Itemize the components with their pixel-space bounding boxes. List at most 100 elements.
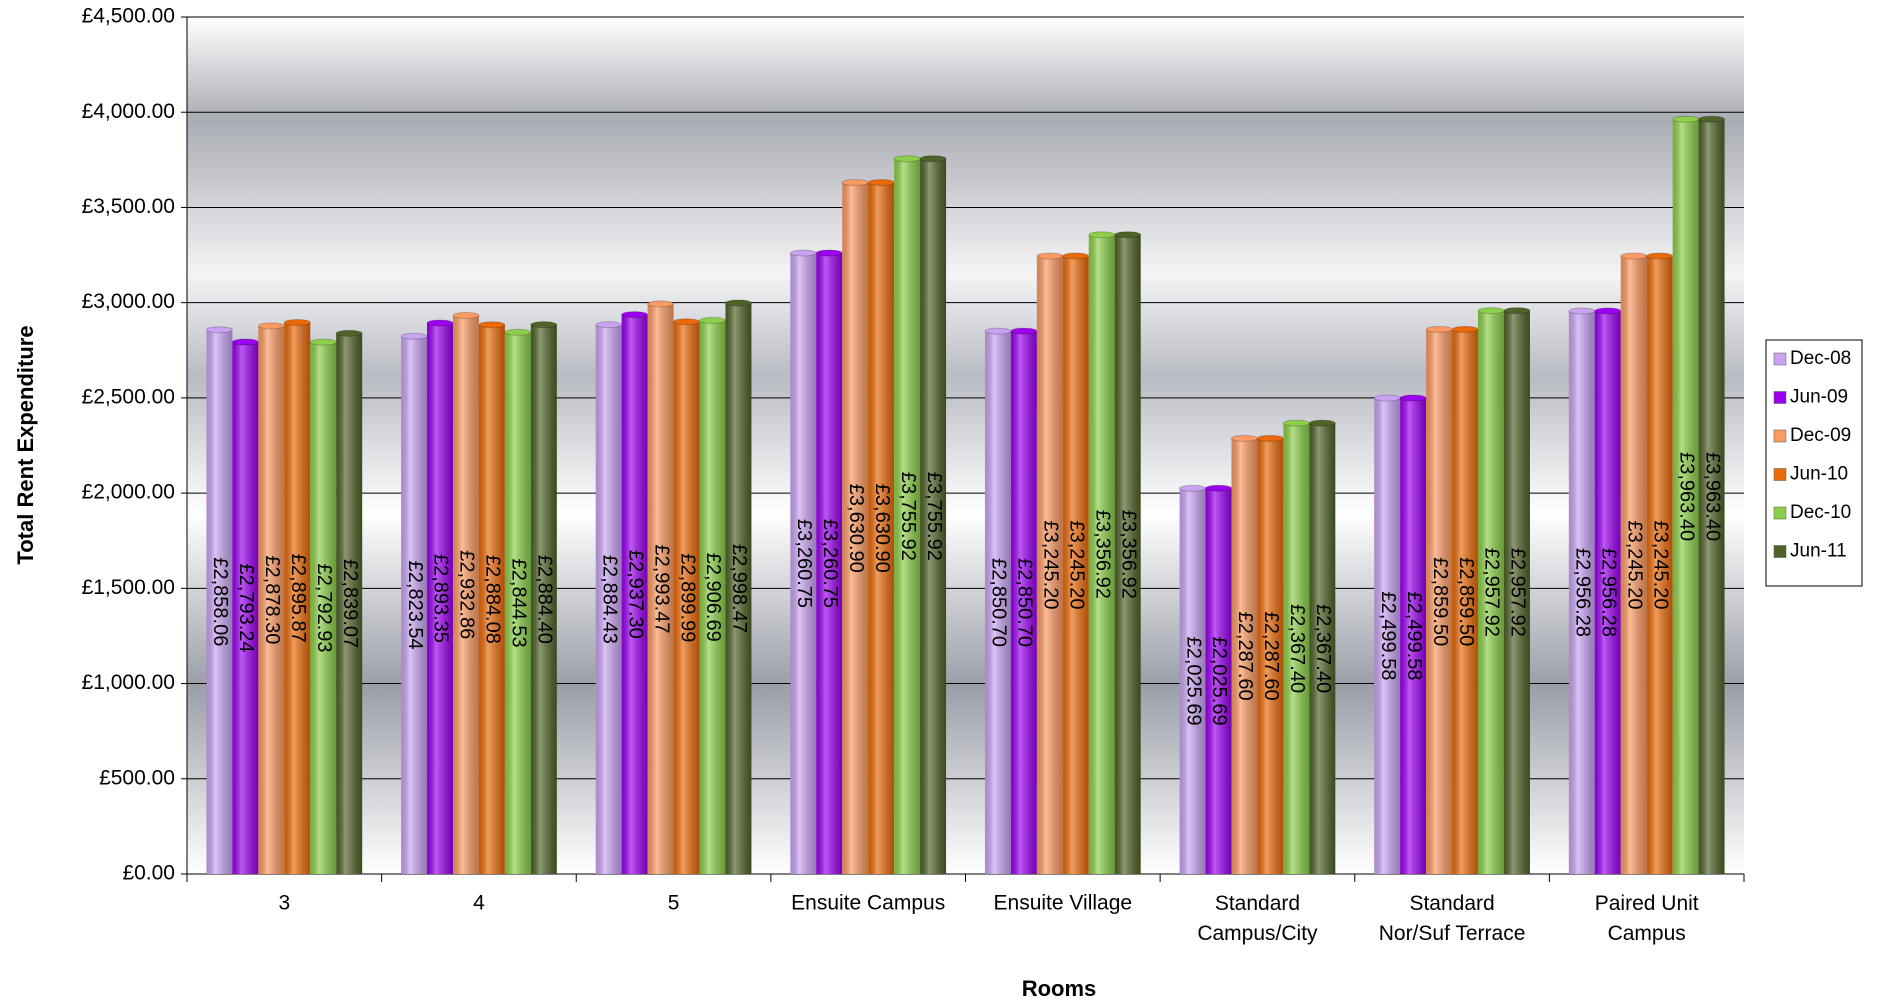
bar-cap [1010,327,1038,335]
bar-shine [1568,310,1595,874]
bar-group [1062,252,1090,874]
bar-group [1620,252,1648,874]
bar-group [1036,252,1064,874]
bar-group [309,338,337,874]
bar-cap [1425,325,1453,333]
bar-shine [595,324,622,874]
value-label: £2,893.35 [430,554,452,643]
bar-shine [647,303,674,874]
y-tick-label: £4,000.00 [82,100,175,123]
value-label: £2,957.92 [1481,548,1503,637]
bar-group [1256,434,1284,874]
bar-cap [1568,307,1596,315]
bar-cap [647,300,675,308]
x-tick-label: Ensuite Village [994,892,1133,915]
bar-shine [1478,310,1504,875]
bar-group [1373,394,1401,874]
value-label: £2,367.40 [1312,604,1334,693]
legend-swatch [1773,391,1787,404]
bar-group [1594,307,1622,874]
bar-group [426,319,454,875]
value-label: £2,499.58 [1403,591,1425,680]
bar-shine [984,331,1011,874]
bar-shine [1088,234,1115,874]
y-tick-label: £3,500.00 [82,195,175,218]
bar-shine [673,321,700,874]
legend-swatch [1773,506,1787,520]
bar-shine [621,314,648,874]
y-tick-label: £0.00 [122,862,175,885]
bar-shine [842,182,869,875]
bar-group [647,300,675,874]
x-tick-label: Standard Campus/City [1197,892,1318,945]
bar-group [595,321,623,874]
value-label: £3,356.92 [1091,510,1113,599]
bar-shine [1231,438,1258,874]
value-label: £2,793.24 [235,564,257,653]
value-label: £2,287.60 [1234,612,1256,701]
bar-cap [984,327,1012,335]
value-label: £2,367.40 [1286,604,1308,693]
bar-shine [894,158,921,874]
bar-group [478,321,506,874]
bar-group [1425,325,1453,875]
bar-group [1646,252,1674,874]
bar-shine [504,332,531,875]
legend-swatch [1773,545,1787,558]
value-label: £2,899.99 [676,553,698,642]
bar-shine [1036,255,1063,874]
bar-group [504,328,532,875]
legend-label: Dec-09 [1790,425,1851,446]
bar-group [283,318,311,874]
y-tick-label: £2,500.00 [82,385,175,408]
bar-shine [1594,310,1621,874]
value-label: £2,859.50 [1429,557,1451,646]
bar-group [1399,394,1427,874]
x-tick-label: Standard Nor/Suf Terrace [1379,892,1526,945]
value-label: £2,499.58 [1377,591,1399,680]
bar-shine [699,320,726,875]
bar-group [1568,307,1596,874]
bar-cap [789,249,817,257]
legend-label: Jun-11 [1790,541,1847,562]
x-tick-label: Paired Unit Campus [1595,892,1699,945]
bar-cap [724,299,752,307]
bar-group [1114,231,1142,874]
x-tick-label: 3 [278,892,290,915]
x-tick-label: 4 [473,892,485,915]
value-label: £3,630.90 [871,484,893,573]
value-label: £2,884.08 [482,555,504,644]
value-label: £2,792.93 [313,564,335,653]
bar-group [231,338,259,874]
bar-shine [401,336,428,875]
bar-shine [427,322,453,875]
bar-shine [790,253,817,874]
bar-group [841,179,869,875]
bar-cap [205,326,233,334]
bar-cap [478,321,506,329]
bar-cap [1114,231,1142,239]
bar-group [1451,325,1479,875]
value-label: £2,858.06 [209,557,231,646]
bar-shine [232,342,259,874]
value-label: £2,932.86 [456,550,478,639]
bar-group [205,326,233,874]
x-axis-title: Rooms [1022,976,1097,1001]
value-label: £2,287.60 [1260,612,1282,701]
bar-group [1308,419,1336,874]
bar-cap [1308,419,1336,427]
bar-group [452,311,480,874]
legend-swatch [1773,429,1787,443]
value-label: £2,998.47 [728,544,750,633]
bar-shine [206,329,233,874]
value-label: £2,956.28 [1597,548,1619,637]
bar-cap [1282,419,1310,427]
value-label: £3,260.75 [819,519,841,608]
bar-group [1698,115,1726,874]
value-label: £3,356.92 [1117,510,1139,599]
bar-shine [1620,255,1647,874]
bar-cap [919,155,947,163]
bar-cap [1594,307,1622,315]
bar-shine [1179,488,1206,874]
